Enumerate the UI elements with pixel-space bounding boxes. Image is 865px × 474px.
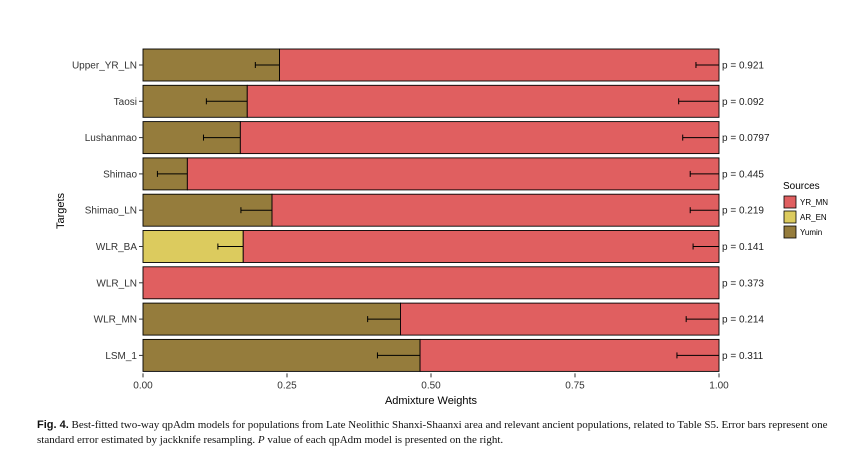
caption-text-1: Best-fitted two-way qpAdm models for pop… [37,419,828,446]
x-tick-label: 0.00 [133,380,153,391]
error-bar [692,243,719,250]
bar-group-upper_yr_ln: p = 0.921 [142,48,764,82]
bar-group-wlr_mn: p = 0.214 [142,302,764,336]
p-value-label: p = 0.214 [722,315,764,326]
bar-group-taosi: p = 0.092 [142,84,764,118]
figure-label: Fig. 4. [37,419,69,431]
legend-swatch-ar_en [783,210,797,224]
x-axis: 0.00 0.25 0.50 0.75 1.00 [133,373,729,391]
p-value-label: p = 0.092 [722,97,764,108]
bar-segment-yr_mn [242,230,720,263]
bar-segment-yr_mn [419,338,720,372]
bar-group-wlr_ln: p = 0.373 [142,266,764,300]
legend-label-ar_en: AR_EN [800,213,827,222]
y-tick-label: Shimao_LN [85,206,137,217]
legend-label-yumin: Yumin [800,228,822,237]
x-tick-label: 1.00 [709,380,729,391]
bar-segment-yr_mn [246,84,720,118]
p-value-label: p = 0.445 [722,169,764,180]
bar-segment-yr_mn [186,157,720,191]
caption-text-2: value of each qpAdm model is presented o… [264,433,504,446]
bar-segment-yumin [142,338,421,372]
error-bar [682,134,719,141]
error-bar [217,243,244,250]
error-bar [676,352,719,359]
y-tick-label: Lushanmao [85,133,138,144]
y-tick-label: Upper_YR_LN [72,61,137,72]
p-value-label: p = 0.373 [722,278,764,289]
bar-segment-yr_mn [400,302,720,336]
p-value-label: p = 0.921 [722,61,764,72]
error-bar [695,62,719,68]
error-bar [240,207,273,214]
y-tick-label: WLR_BA [96,242,137,253]
legend: Sources YR_MN AR_EN Yumin [783,181,828,239]
error-bar [367,316,401,323]
y-tick-label: Taosi [114,97,137,108]
p-value-label: p = 0.311 [722,351,764,362]
bar-segment-yr_mn [142,266,720,300]
error-bar [205,98,248,105]
bar-segment-yr_mn [271,193,720,227]
error-bar [689,170,719,177]
p-value-label: p = 0.141 [722,242,764,253]
bar-group-lsm_1: p = 0.311 [142,338,764,372]
error-bar [202,134,241,141]
x-axis-title: Admixture Weights [385,395,478,407]
y-axis: Upper_YR_LN Taosi Lushanmao Shimao Shimao_LN… [72,61,143,362]
bar-group-shimao_ln: p = 0.219 [142,193,764,227]
y-tick-label: LSM_1 [105,351,137,362]
error-bar [156,170,188,177]
y-tick-label: WLR_MN [94,315,137,326]
error-bar [685,316,719,323]
bars-layer: p = 0.921 p = 0.092 p = 0.0797 p = 0.445 p =… [142,48,770,372]
error-bar [376,352,421,359]
y-axis-title: Targets [55,192,67,229]
x-tick-label: 0.75 [565,380,585,391]
y-tick-label: WLR_LN [96,278,137,289]
y-tick-label: Shimao [103,169,137,180]
error-bar [254,62,280,68]
error-bar [678,98,719,105]
bar-group-shimao: p = 0.445 [142,157,764,191]
bar-group-wlr_ba: p = 0.141 [142,230,764,263]
x-tick-label: 0.25 [277,380,297,391]
bar-segment-yr_mn [239,121,720,155]
error-bar [689,207,719,214]
p-value-label: p = 0.219 [722,206,764,217]
x-tick-label: 0.50 [421,380,441,391]
p-value-label: p = 0.0797 [722,133,770,144]
bar-group-lushanmao: p = 0.0797 [142,121,770,155]
legend-swatch-yumin [783,225,797,239]
bar-segment-yumin [142,302,401,336]
legend-label-yr_mn: YR_MN [800,198,828,207]
figure-caption: Fig. 4. Best-fitted two-way qpAdm models… [37,418,837,447]
legend-swatch-yr_mn [783,195,797,209]
caption-p-italic: P [257,433,265,446]
legend-title: Sources [783,181,820,192]
bar-segment-yr_mn [279,48,720,82]
